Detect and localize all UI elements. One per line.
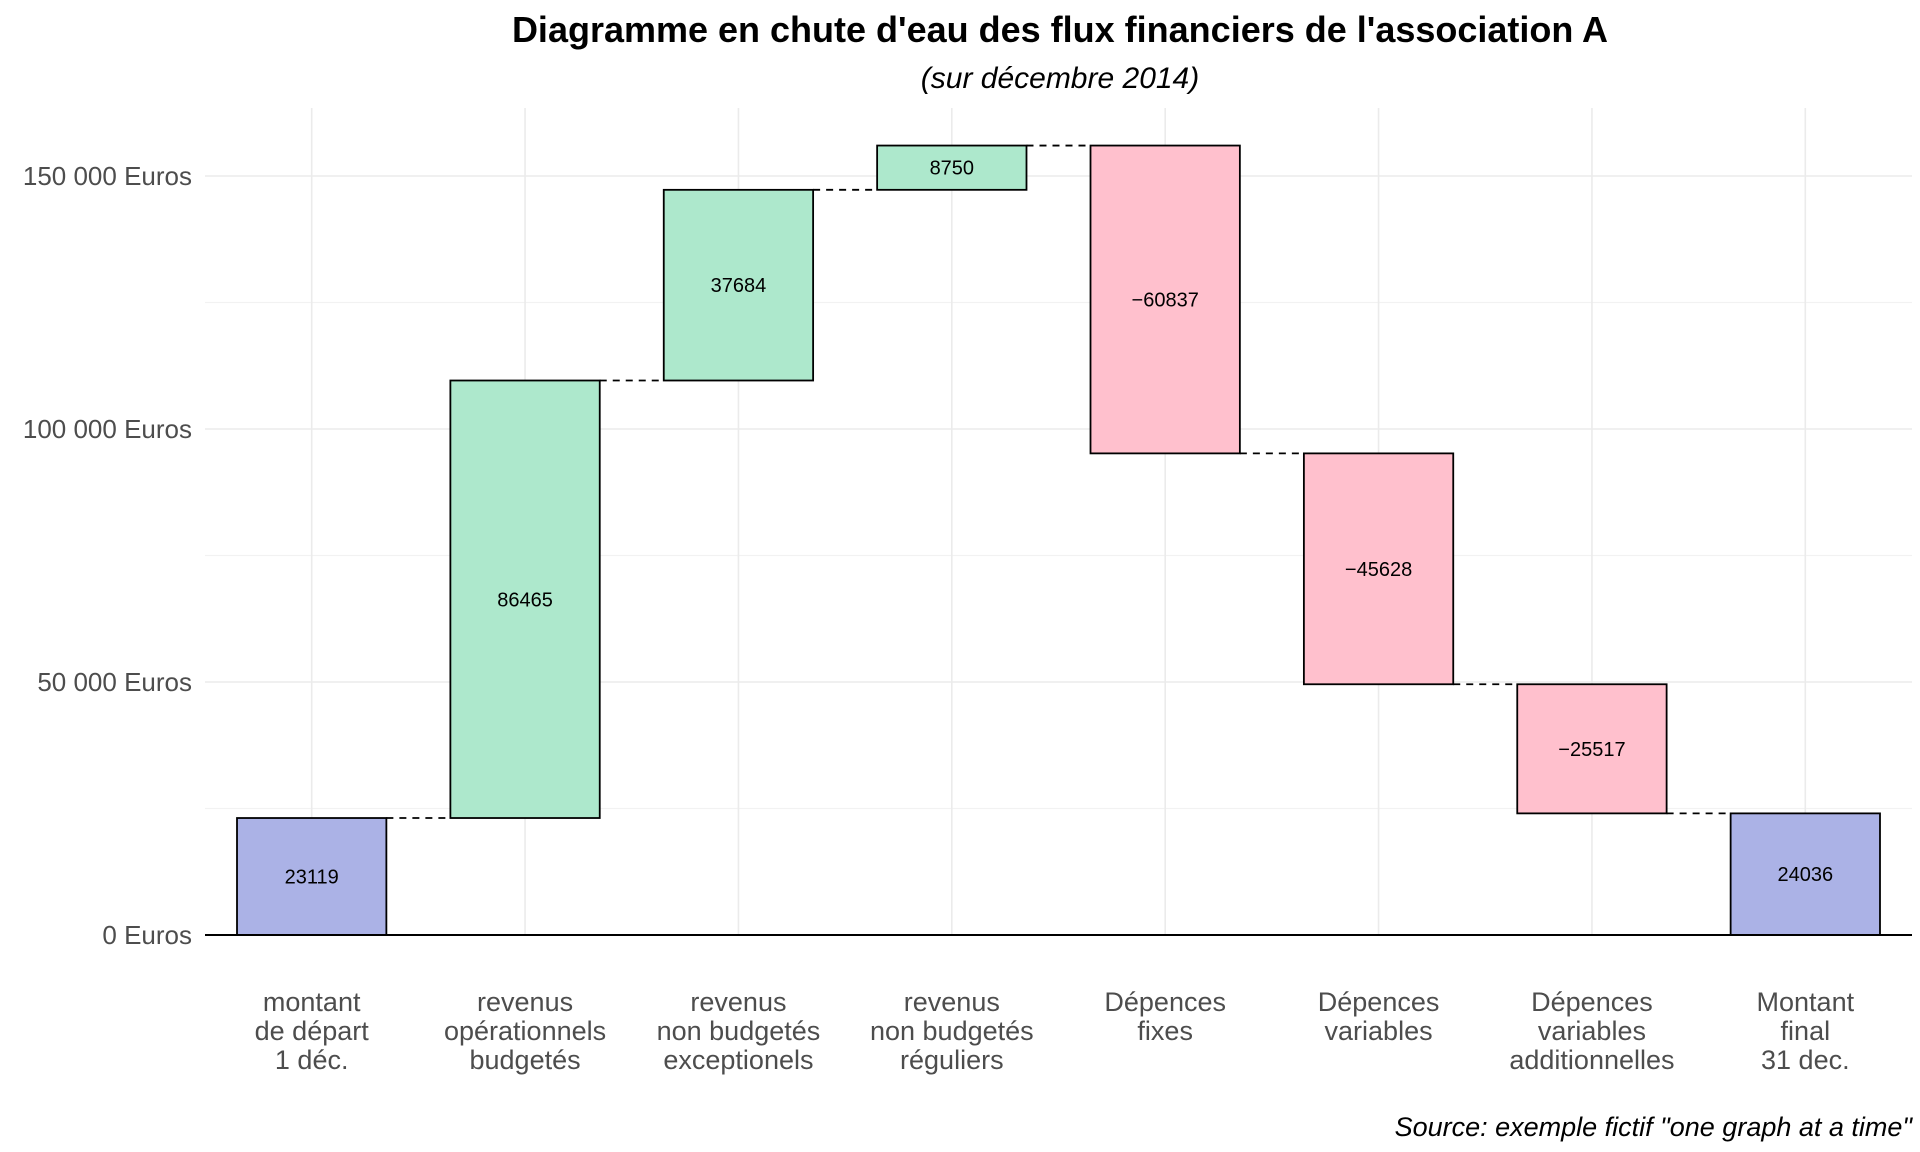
- chart-caption: Source: exemple fictif "one graph at a t…: [1395, 1112, 1914, 1142]
- chart-subtitle: (sur décembre 2014): [921, 62, 1199, 95]
- bar-value-label: 86465: [497, 589, 553, 611]
- bar-value-label: 8750: [930, 158, 975, 180]
- y-tick-label: 100 000 Euros: [23, 414, 192, 444]
- bar-value-label: 23119: [285, 867, 339, 889]
- bar-increase: [449, 379, 601, 819]
- bar-value-label: 24036: [1778, 864, 1834, 886]
- bar-total: [1729, 812, 1881, 936]
- y-tick-label: 150 000 Euros: [23, 161, 192, 191]
- x-tick-label: revenus non budgetés réguliers: [870, 987, 1034, 1075]
- bar-value-label: −45628: [1345, 559, 1412, 581]
- x-tick-label: Dépences variables additionnelles: [1509, 987, 1674, 1075]
- bar-value-labels: 23119 86465 37684 8750 −60837 −45628 −25517 240…: [285, 158, 1834, 889]
- x-axis-tick-labels: montant de départ 1 déc. revenus opérationne…: [255, 987, 1855, 1075]
- bar-decrease: [1516, 683, 1668, 815]
- bar-value-label: 37684: [711, 275, 767, 297]
- bar-decrease: [1089, 144, 1241, 455]
- bar-value-label: −60837: [1132, 289, 1199, 311]
- bar-increase: [662, 188, 815, 382]
- x-tick-label: Dépences variables: [1318, 987, 1440, 1046]
- x-tick-label: Dépences fixes: [1104, 987, 1226, 1046]
- y-tick-label: 0 Euros: [102, 920, 192, 950]
- bar-increase: [876, 144, 1028, 191]
- chart-title: Diagramme en chute d'eau des flux financ…: [512, 9, 1608, 50]
- bar-value-label: −25517: [1558, 739, 1625, 761]
- bar-decrease: [1302, 452, 1455, 686]
- bars: [236, 144, 1881, 936]
- x-tick-label: Montant final 31 dec.: [1757, 987, 1855, 1075]
- x-tick-label: revenus non budgetés exceptionels: [657, 987, 821, 1075]
- y-tick-label: 50 000 Euros: [37, 667, 192, 697]
- x-tick-label: montant de départ 1 déc.: [255, 987, 370, 1075]
- x-tick-label: revenus opérationnels budgetés: [444, 987, 606, 1075]
- y-axis-tick-labels: 0 Euros 50 000 Euros 100 000 Euros 150 000 …: [23, 161, 192, 950]
- connector-lines: [386, 144, 1731, 819]
